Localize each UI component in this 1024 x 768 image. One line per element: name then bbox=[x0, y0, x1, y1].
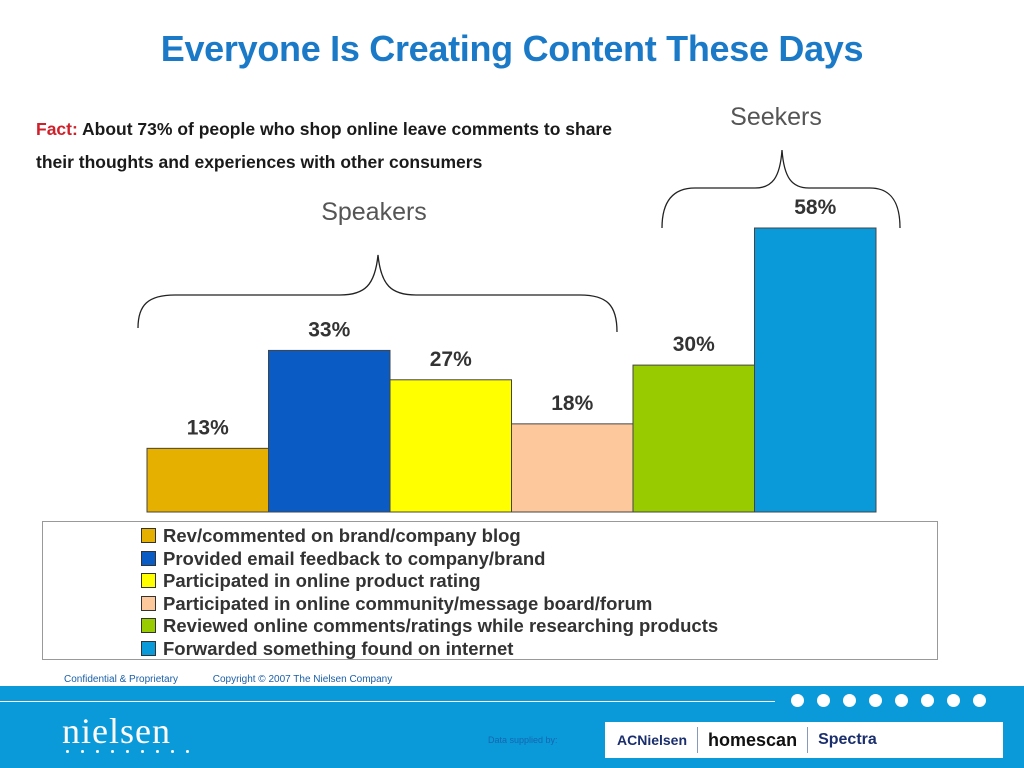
data-labels-group: 13% 33% 27% 18% 30% 58% bbox=[187, 196, 837, 439]
legend-item-3: Participated in online product rating bbox=[141, 570, 481, 592]
nielsen-logo: nielsen bbox=[62, 711, 171, 751]
legend-label: Participated in online product rating bbox=[163, 570, 481, 591]
legend-label: Provided email feedback to company/brand bbox=[163, 547, 546, 569]
fact-text: About 73% of people who shop online leav… bbox=[36, 119, 612, 172]
legend-label: Participated in online community/message… bbox=[163, 592, 653, 614]
legend-item-2: Provided email feedback to company/brand bbox=[141, 548, 545, 570]
legend-item-4: Participated in online community/message… bbox=[141, 593, 652, 615]
bar-value-label-3: 27% bbox=[430, 348, 472, 371]
seekers-brace bbox=[661, 149, 901, 229]
seekers-label: Seekers bbox=[730, 103, 822, 131]
bar-value-label-4: 18% bbox=[551, 392, 593, 415]
chart-legend: Rev/commented on brand/company blog Provi… bbox=[42, 521, 938, 660]
legend-swatch bbox=[141, 573, 156, 588]
dot-icon bbox=[791, 694, 804, 707]
legend-swatch bbox=[141, 528, 156, 543]
bar-4 bbox=[511, 423, 634, 513]
dot-icon bbox=[921, 694, 934, 707]
footer-divider bbox=[0, 701, 775, 702]
supplied-by-text: Data supplied by: bbox=[488, 735, 558, 745]
bar-value-label-5: 30% bbox=[673, 333, 715, 356]
legend-label: Rev/commented on brand/company blog bbox=[163, 525, 521, 546]
legend-item-5: Reviewed online comments/ratings while r… bbox=[141, 615, 718, 637]
bar-5 bbox=[632, 364, 755, 513]
speakers-label: Speakers bbox=[321, 198, 427, 226]
legend-swatch bbox=[141, 595, 156, 611]
dot-icon bbox=[895, 694, 908, 707]
dot-icon bbox=[869, 694, 882, 707]
fact-statement: Fact: About 73% of people who shop onlin… bbox=[36, 113, 616, 179]
fact-label: Fact: bbox=[36, 119, 78, 139]
bar-chart: 13% 33% 27% 18% 30% 58% bbox=[137, 149, 901, 513]
partner-spectra: Spectra bbox=[818, 731, 877, 748]
slide-title: Everyone Is Creating Content These Days bbox=[160, 28, 864, 69]
dot-icon bbox=[817, 694, 830, 707]
bar-6 bbox=[754, 227, 877, 513]
footer-text: Confidential & Proprietary Copyright © 2… bbox=[64, 674, 424, 685]
bar-3 bbox=[389, 379, 512, 513]
footer-dots bbox=[791, 694, 986, 707]
bar-1 bbox=[146, 447, 269, 513]
legend-item-1: Rev/commented on brand/company blog bbox=[141, 525, 521, 547]
legend-swatch bbox=[141, 550, 156, 566]
legend-label: Forwarded something found on internet bbox=[163, 637, 514, 659]
partner-logos: ACNielsen homescan Spectra bbox=[605, 722, 1003, 758]
partner-acnielsen: ACNielsen bbox=[617, 732, 688, 748]
legend-label: Reviewed online comments/ratings while r… bbox=[163, 615, 719, 636]
bar-value-label-6: 58% bbox=[794, 196, 836, 219]
legend-item-6: Forwarded something found on internet bbox=[141, 638, 513, 660]
legend-swatch bbox=[141, 618, 156, 633]
confidential-text: Confidential & Proprietary bbox=[64, 674, 178, 685]
dot-icon bbox=[947, 694, 960, 707]
partner-homescan: homescan bbox=[708, 729, 798, 750]
bar-value-label-2: 33% bbox=[308, 318, 350, 341]
dot-icon bbox=[843, 694, 856, 707]
speakers-brace bbox=[137, 254, 618, 333]
dot-icon bbox=[973, 694, 986, 707]
nielsen-logo-dots bbox=[66, 750, 189, 753]
copyright-text: Copyright © 2007 The Nielsen Company bbox=[212, 674, 393, 685]
bar-value-label-1: 13% bbox=[187, 416, 229, 439]
legend-swatch bbox=[141, 640, 156, 656]
bar-2 bbox=[268, 349, 391, 513]
bars-group bbox=[146, 227, 877, 513]
